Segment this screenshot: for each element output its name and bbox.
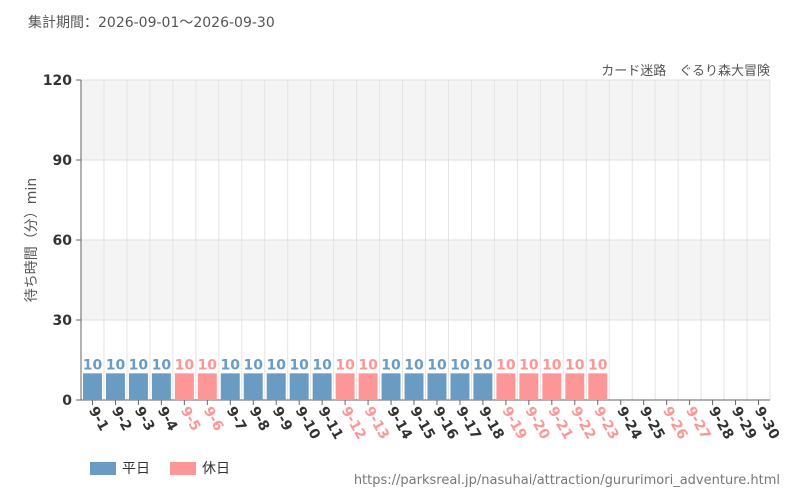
legend: 平日 休日 (90, 458, 250, 478)
bar (289, 373, 309, 400)
bar (220, 373, 240, 400)
bar-value-label: 10 (542, 357, 562, 373)
y-axis-title: 待ち時間（分）min (24, 178, 40, 302)
bar (174, 373, 194, 400)
bar-value-label: 10 (473, 357, 493, 373)
period-label: 集計期間：2026-09-01～2026-09-30 (28, 15, 275, 31)
bar (427, 373, 447, 400)
chart-title: カード迷路 ぐるり森大冒険 (601, 64, 770, 79)
y-tick-label: 90 (53, 153, 73, 169)
bar (565, 373, 585, 400)
bar (519, 373, 539, 400)
bar (588, 373, 608, 400)
bar-value-label: 10 (152, 357, 172, 373)
bar (496, 373, 516, 400)
bar-value-label: 10 (221, 357, 241, 373)
bar-value-label: 10 (198, 357, 218, 373)
bar (404, 373, 424, 400)
bar (151, 373, 171, 400)
x-tick-label: 9-3 (131, 404, 158, 434)
legend-label-weekday: 平日 (122, 461, 150, 477)
bar (335, 373, 355, 400)
x-tick-label: 9-8 (246, 404, 273, 434)
weekday-swatch (90, 461, 116, 475)
x-tick-label: 9-5 (177, 404, 204, 434)
bar-value-label: 10 (565, 357, 585, 373)
bar (450, 373, 470, 400)
bar-value-label: 10 (335, 357, 355, 373)
x-tick-label: 9-7 (223, 404, 250, 434)
bar-value-label: 10 (519, 357, 539, 373)
bar-value-label: 10 (450, 357, 470, 373)
bar (243, 373, 263, 400)
x-tick-label: 9-1 (85, 404, 112, 434)
y-tick-label: 60 (53, 233, 73, 249)
bar-value-label: 10 (312, 357, 332, 373)
y-tick-label: 30 (53, 313, 73, 329)
bar-value-label: 10 (83, 357, 103, 373)
bar-value-label: 10 (381, 357, 401, 373)
bar (83, 373, 102, 400)
bar-value-label: 10 (358, 357, 378, 373)
bar (358, 373, 378, 400)
bar (312, 373, 332, 400)
y-tick-label: 0 (62, 393, 72, 409)
bar-value-label: 10 (266, 357, 286, 373)
bar (105, 373, 125, 400)
legend-label-holiday: 休日 (202, 461, 230, 477)
bar (473, 373, 493, 400)
bar-value-label: 10 (106, 357, 126, 373)
x-tick-label: 9-4 (154, 404, 181, 434)
bar-value-label: 10 (404, 357, 424, 373)
bar-value-label: 10 (129, 357, 149, 373)
x-tick-label: 9-6 (200, 404, 227, 434)
x-tick-label: 9-2 (108, 404, 135, 434)
legend-item-holiday[interactable]: 休日 (170, 458, 230, 478)
bar (381, 373, 401, 400)
bar-value-label: 10 (175, 357, 195, 373)
bar (197, 373, 217, 400)
bar (266, 373, 286, 400)
bar-value-label: 10 (289, 357, 309, 373)
bar-value-label: 10 (244, 357, 264, 373)
x-tick-label: 9-9 (269, 404, 296, 434)
source-url: https://parksreal.jp/nasuhai/attraction/… (353, 473, 780, 488)
bar-value-label: 10 (427, 357, 447, 373)
bar (128, 373, 148, 400)
holiday-swatch (170, 461, 196, 475)
y-tick-label: 120 (43, 73, 72, 89)
bar-value-label: 10 (496, 357, 516, 373)
bar (542, 373, 562, 400)
bar-value-label: 10 (588, 357, 608, 373)
legend-item-weekday[interactable]: 平日 (90, 458, 150, 478)
x-tick-label: 9-30 (751, 404, 783, 443)
